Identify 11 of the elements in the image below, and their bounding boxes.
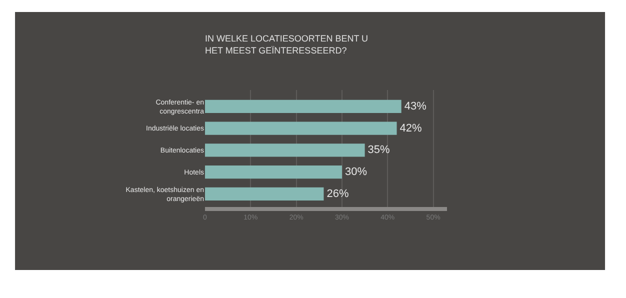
chart-title: IN WELKE LOCATIESOORTEN BENT U HET MEEST GEÏNTERESSEERD? (205, 34, 368, 56)
bar (205, 187, 324, 200)
data-label: 26% (326, 188, 349, 200)
bar (205, 100, 402, 113)
bar (205, 122, 397, 135)
data-label: 35% (368, 144, 390, 156)
data-label: 42% (400, 122, 422, 134)
bar (205, 144, 365, 157)
data-label: 43% (404, 100, 427, 112)
bar (205, 165, 342, 179)
data-label: 30% (344, 166, 368, 178)
